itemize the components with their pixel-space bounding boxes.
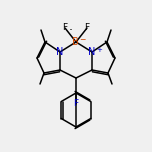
- Text: B: B: [72, 37, 78, 47]
- Text: −: −: [79, 36, 86, 45]
- Text: F: F: [85, 24, 90, 33]
- Text: .: .: [69, 20, 73, 33]
- Text: N: N: [88, 47, 96, 57]
- Text: F: F: [73, 100, 79, 109]
- Text: F: F: [62, 24, 67, 33]
- Text: N: N: [56, 47, 64, 57]
- Text: +: +: [97, 47, 102, 53]
